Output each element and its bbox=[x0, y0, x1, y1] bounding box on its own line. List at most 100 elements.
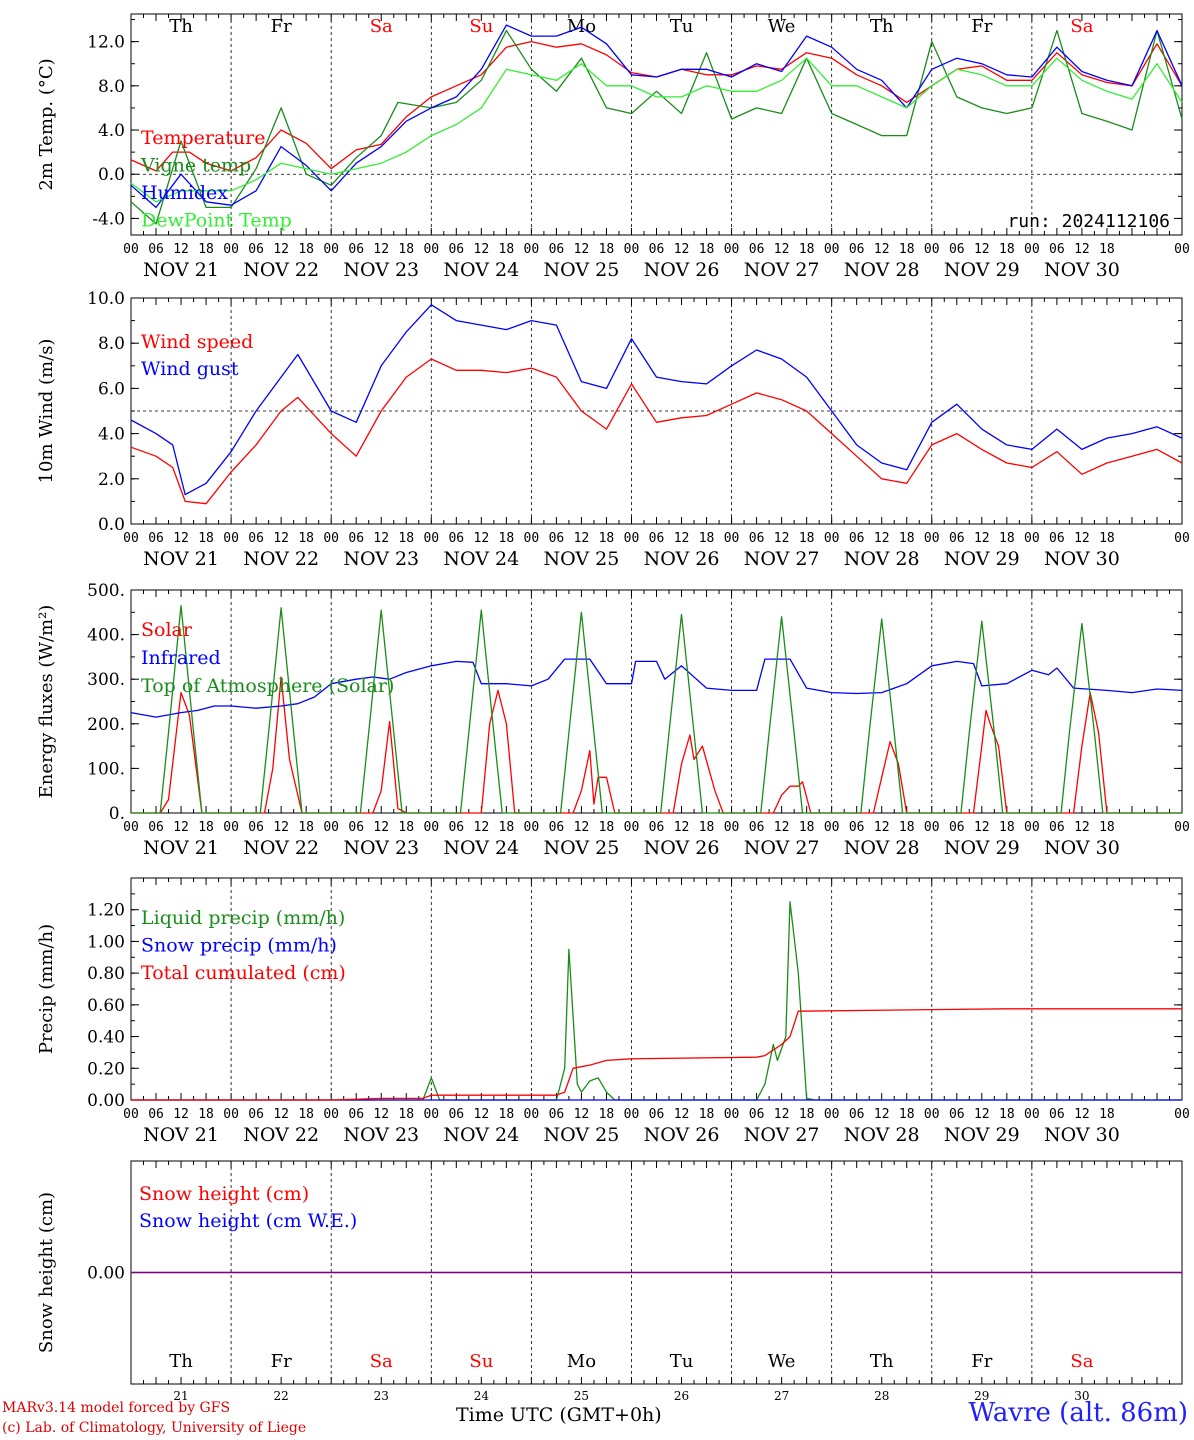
date-label: NOV 21 bbox=[143, 548, 219, 570]
hour-tick-label: 12 bbox=[874, 820, 890, 835]
hour-tick-label: 00 bbox=[524, 242, 540, 257]
hour-tick-label: 06 bbox=[749, 820, 765, 835]
hour-tick-label: 18 bbox=[1099, 531, 1115, 546]
date-label: NOV 28 bbox=[844, 1124, 920, 1146]
hour-tick-label: 00 bbox=[824, 531, 840, 546]
hour-tick-label: 12 bbox=[974, 531, 990, 546]
y-axis-label: 2m Temp. (°C) bbox=[36, 58, 57, 190]
hour-tick-label: 18 bbox=[699, 1107, 715, 1122]
legend-label: Temperature bbox=[141, 127, 265, 149]
day-abbr-label: Sa bbox=[1070, 16, 1093, 37]
legend-label: Total cumulated (cm) bbox=[141, 962, 346, 984]
hour-tick-label: 12 bbox=[1074, 242, 1090, 257]
hour-tick-label: 00 bbox=[624, 531, 640, 546]
hour-tick-label: 12 bbox=[474, 242, 490, 257]
hour-tick-label: 12 bbox=[874, 242, 890, 257]
date-label: NOV 23 bbox=[343, 259, 419, 281]
hour-tick-label: 06 bbox=[1049, 820, 1065, 835]
hour-tick-label: 18 bbox=[999, 242, 1015, 257]
day-number-label: 25 bbox=[574, 1389, 589, 1403]
date-label: NOV 25 bbox=[544, 837, 620, 859]
date-label: NOV 30 bbox=[1044, 837, 1120, 859]
y-tick-label: 0.20 bbox=[87, 1059, 125, 1079]
hour-tick-label: 00 bbox=[1174, 820, 1190, 835]
legend-label: Snow precip (mm/h) bbox=[141, 935, 337, 957]
hour-tick-label: 00 bbox=[924, 531, 940, 546]
hour-tick-label: 18 bbox=[999, 1107, 1015, 1122]
series-line-temp-0 bbox=[130, 40, 1183, 172]
day-abbr-label: Fr bbox=[971, 16, 992, 37]
hour-tick-label: 18 bbox=[499, 242, 515, 257]
date-label: NOV 29 bbox=[944, 548, 1020, 570]
hour-tick-label: 00 bbox=[1174, 242, 1190, 257]
hour-tick-label: 00 bbox=[323, 820, 339, 835]
y-tick-label: 8.0 bbox=[98, 334, 125, 354]
day-abbr-label: Sa bbox=[370, 1351, 393, 1372]
day-abbr-label: Th bbox=[169, 1351, 193, 1372]
hour-tick-label: 18 bbox=[499, 1107, 515, 1122]
hour-tick-label: 12 bbox=[474, 1107, 490, 1122]
hour-tick-label: 06 bbox=[649, 242, 665, 257]
hour-tick-label: 18 bbox=[1099, 1107, 1115, 1122]
hour-tick-label: 06 bbox=[549, 242, 565, 257]
hour-tick-label: 06 bbox=[1049, 531, 1065, 546]
day-abbr-label: Sa bbox=[1070, 1351, 1093, 1372]
hour-tick-label: 00 bbox=[524, 1107, 540, 1122]
hour-tick-label: 12 bbox=[574, 242, 590, 257]
hour-tick-label: 00 bbox=[423, 242, 439, 257]
hour-tick-label: 00 bbox=[1024, 531, 1040, 546]
hour-tick-label: 06 bbox=[348, 531, 364, 546]
hour-tick-label: 06 bbox=[348, 1107, 364, 1122]
y-tick-label: 200. bbox=[87, 715, 125, 735]
date-label: NOV 21 bbox=[143, 259, 219, 281]
legend-label: Infrared bbox=[141, 647, 221, 669]
date-label: NOV 25 bbox=[544, 548, 620, 570]
day-abbr-label: Fr bbox=[271, 1351, 292, 1372]
hour-tick-label: 00 bbox=[323, 531, 339, 546]
y-tick-label: 0.80 bbox=[87, 964, 125, 984]
legend-label: Humidex bbox=[141, 182, 228, 204]
hour-tick-label: 18 bbox=[599, 531, 615, 546]
hour-tick-label: 00 bbox=[524, 531, 540, 546]
hour-tick-label: 00 bbox=[824, 1107, 840, 1122]
hour-tick-label: 06 bbox=[849, 820, 865, 835]
hour-tick-label: 18 bbox=[398, 820, 414, 835]
series-line-precip-0 bbox=[131, 901, 1182, 1101]
date-label: NOV 30 bbox=[1044, 259, 1120, 281]
hour-tick-label: 18 bbox=[298, 531, 314, 546]
y-tick-label: 500. bbox=[87, 581, 125, 601]
series-line-energy-1 bbox=[130, 658, 1183, 718]
hour-tick-label: 06 bbox=[949, 531, 965, 546]
hour-tick-label: 00 bbox=[724, 531, 740, 546]
time-axis-label: Time UTC (GMT+0h) bbox=[456, 1404, 662, 1426]
hour-tick-label: 00 bbox=[724, 1107, 740, 1122]
y-tick-label: 0.40 bbox=[87, 1028, 125, 1048]
date-label: NOV 24 bbox=[443, 259, 519, 281]
hour-tick-label: 18 bbox=[298, 1107, 314, 1122]
y-axis-label: Precip (mm/h) bbox=[36, 924, 57, 1054]
date-label: NOV 29 bbox=[944, 837, 1020, 859]
date-label: NOV 26 bbox=[644, 1124, 720, 1146]
date-label: NOV 23 bbox=[343, 548, 419, 570]
hour-tick-label: 18 bbox=[398, 242, 414, 257]
hour-tick-label: 06 bbox=[849, 242, 865, 257]
hour-tick-label: 12 bbox=[273, 242, 289, 257]
hour-tick-label: 00 bbox=[824, 242, 840, 257]
hour-tick-label: 18 bbox=[298, 820, 314, 835]
hour-tick-label: 18 bbox=[999, 820, 1015, 835]
run-annotation: run: 2024112106 bbox=[1007, 211, 1170, 232]
day-number-label: 26 bbox=[674, 1389, 689, 1403]
hour-tick-label: 06 bbox=[949, 242, 965, 257]
hour-tick-label: 00 bbox=[624, 820, 640, 835]
hour-tick-label: 06 bbox=[949, 1107, 965, 1122]
day-abbr-label: Sa bbox=[370, 16, 393, 37]
hour-tick-label: 00 bbox=[924, 820, 940, 835]
hour-tick-label: 18 bbox=[699, 242, 715, 257]
hour-tick-label: 12 bbox=[173, 1107, 189, 1122]
hour-tick-label: 18 bbox=[899, 820, 915, 835]
hour-tick-label: 12 bbox=[373, 531, 389, 546]
model-credit: MARv3.14 model forced by GFS bbox=[2, 1400, 231, 1416]
hour-tick-label: 06 bbox=[248, 820, 264, 835]
hour-tick-label: 00 bbox=[1024, 1107, 1040, 1122]
hour-tick-label: 12 bbox=[874, 1107, 890, 1122]
